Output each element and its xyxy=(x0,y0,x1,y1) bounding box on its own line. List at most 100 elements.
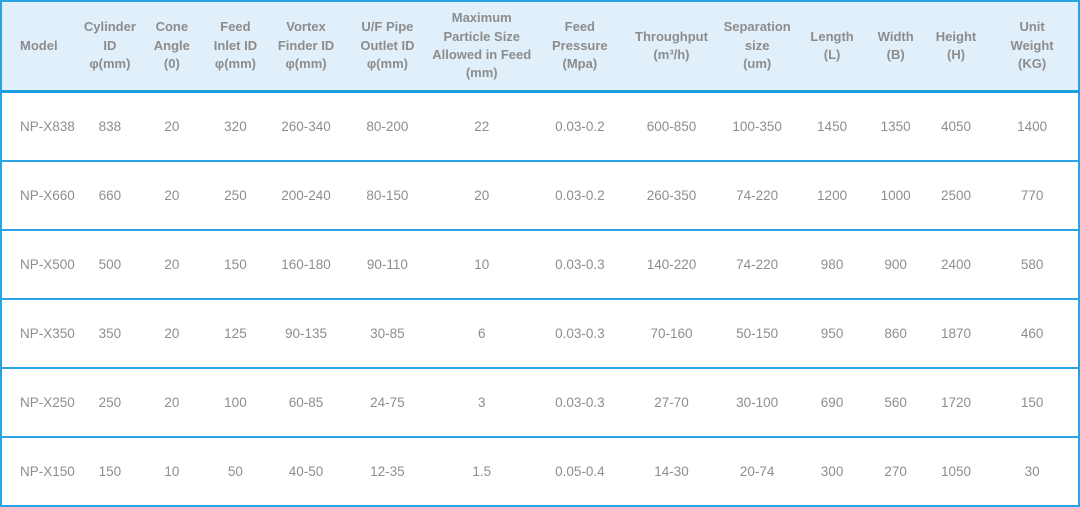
cell-uf-pipe-outlet-id: 30-85 xyxy=(343,298,432,369)
cell-height: 4050 xyxy=(925,91,987,162)
cell-uf-pipe-outlet-id: 24-75 xyxy=(343,367,432,438)
cell-cone-angle: 20 xyxy=(141,229,203,300)
cell-length: 1200 xyxy=(798,161,866,231)
cell-max-particle-size: 3 xyxy=(431,367,533,438)
cell-throughput: 70-160 xyxy=(627,298,716,369)
cell-cone-angle: 20 xyxy=(141,91,203,162)
cell-feed-inlet-id: 50 xyxy=(202,436,269,506)
cell-unit-weight: 770 xyxy=(986,161,1079,231)
cell-uf-pipe-outlet-id: 80-200 xyxy=(343,91,432,162)
cell-cylinder-id: 150 xyxy=(78,436,142,506)
cell-separation-size: 20-74 xyxy=(715,436,799,506)
cell-unit-weight: 460 xyxy=(986,298,1079,369)
cell-feed-inlet-id: 150 xyxy=(202,229,269,300)
cell-width: 900 xyxy=(865,229,926,300)
cell-cone-angle: 20 xyxy=(141,161,203,231)
cell-throughput: 27-70 xyxy=(627,367,716,438)
column-header-feed-pressure: Feed Pressure (Mpa) xyxy=(532,1,628,93)
cell-separation-size: 74-220 xyxy=(715,161,799,231)
cell-throughput: 600-850 xyxy=(627,91,716,162)
cell-vortex-finder-id: 60-85 xyxy=(268,367,344,438)
table-row: NP-X500 500 20 150 160-180 90-110 10 0.0… xyxy=(1,229,1079,300)
table-body: NP-X838 838 20 320 260-340 80-200 22 0.0… xyxy=(1,91,1079,506)
cell-separation-size: 74-220 xyxy=(715,229,799,300)
cell-uf-pipe-outlet-id: 12-35 xyxy=(343,436,432,506)
cell-model: NP-X838 xyxy=(1,91,79,162)
cell-throughput: 260-350 xyxy=(627,161,716,231)
cell-length: 980 xyxy=(798,229,866,300)
cell-unit-weight: 1400 xyxy=(986,91,1079,162)
column-header-vortex-finder-id: Vortex Finder ID φ(mm) xyxy=(268,1,344,93)
cell-height: 1870 xyxy=(925,298,987,369)
cell-vortex-finder-id: 260-340 xyxy=(268,91,344,162)
cell-width: 560 xyxy=(865,367,926,438)
column-header-separation-size: Separation size (um) xyxy=(715,1,799,93)
column-header-length: Length (L) xyxy=(798,1,866,93)
table-row: NP-X350 350 20 125 90-135 30-85 6 0.03-0… xyxy=(1,298,1079,369)
column-header-cylinder-id: Cylinder ID φ(mm) xyxy=(78,1,142,93)
cell-unit-weight: 580 xyxy=(986,229,1079,300)
cell-throughput: 140-220 xyxy=(627,229,716,300)
cell-feed-inlet-id: 125 xyxy=(202,298,269,369)
column-header-feed-inlet-id: Feed Inlet ID φ(mm) xyxy=(202,1,269,93)
cell-feed-pressure: 0.03-0.3 xyxy=(532,229,628,300)
cell-uf-pipe-outlet-id: 90-110 xyxy=(343,229,432,300)
cell-cylinder-id: 838 xyxy=(78,91,142,162)
cell-length: 690 xyxy=(798,367,866,438)
cell-max-particle-size: 6 xyxy=(431,298,533,369)
table-row: NP-X250 250 20 100 60-85 24-75 3 0.03-0.… xyxy=(1,367,1079,438)
cell-feed-inlet-id: 250 xyxy=(202,161,269,231)
cell-vortex-finder-id: 40-50 xyxy=(268,436,344,506)
cell-length: 1450 xyxy=(798,91,866,162)
table-row: NP-X660 660 20 250 200-240 80-150 20 0.0… xyxy=(1,161,1079,231)
column-header-throughput: Throughput (m³/h) xyxy=(627,1,716,93)
cell-separation-size: 30-100 xyxy=(715,367,799,438)
header-row: Model Cylinder ID φ(mm) Cone Angle (0) F… xyxy=(1,1,1079,93)
cell-cylinder-id: 660 xyxy=(78,161,142,231)
cell-model: NP-X250 xyxy=(1,367,79,438)
cell-height: 2400 xyxy=(925,229,987,300)
cell-cone-angle: 10 xyxy=(141,436,203,506)
cell-cone-angle: 20 xyxy=(141,367,203,438)
cell-cone-angle: 20 xyxy=(141,298,203,369)
cell-uf-pipe-outlet-id: 80-150 xyxy=(343,161,432,231)
cell-length: 950 xyxy=(798,298,866,369)
cell-feed-pressure: 0.05-0.4 xyxy=(532,436,628,506)
column-header-width: Width (B) xyxy=(865,1,926,93)
cell-throughput: 14-30 xyxy=(627,436,716,506)
cell-max-particle-size: 1.5 xyxy=(431,436,533,506)
cell-feed-inlet-id: 320 xyxy=(202,91,269,162)
table-header: Model Cylinder ID φ(mm) Cone Angle (0) F… xyxy=(1,1,1079,93)
cell-height: 1050 xyxy=(925,436,987,506)
cell-cylinder-id: 350 xyxy=(78,298,142,369)
cell-feed-pressure: 0.03-0.3 xyxy=(532,298,628,369)
column-header-cone-angle: Cone Angle (0) xyxy=(141,1,203,93)
cell-unit-weight: 30 xyxy=(986,436,1079,506)
column-header-height: Height (H) xyxy=(925,1,987,93)
cell-feed-pressure: 0.03-0.3 xyxy=(532,367,628,438)
cell-cylinder-id: 500 xyxy=(78,229,142,300)
cell-vortex-finder-id: 200-240 xyxy=(268,161,344,231)
table-row: NP-X150 150 10 50 40-50 12-35 1.5 0.05-0… xyxy=(1,436,1079,506)
cell-separation-size: 100-350 xyxy=(715,91,799,162)
cell-unit-weight: 150 xyxy=(986,367,1079,438)
cell-width: 1000 xyxy=(865,161,926,231)
cell-cylinder-id: 250 xyxy=(78,367,142,438)
cell-vortex-finder-id: 160-180 xyxy=(268,229,344,300)
cell-feed-inlet-id: 100 xyxy=(202,367,269,438)
cell-separation-size: 50-150 xyxy=(715,298,799,369)
cell-length: 300 xyxy=(798,436,866,506)
cell-model: NP-X150 xyxy=(1,436,79,506)
cell-feed-pressure: 0.03-0.2 xyxy=(532,91,628,162)
column-header-model: Model xyxy=(1,1,79,93)
cell-width: 270 xyxy=(865,436,926,506)
column-header-uf-pipe-outlet-id: U/F Pipe Outlet ID φ(mm) xyxy=(343,1,432,93)
cell-vortex-finder-id: 90-135 xyxy=(268,298,344,369)
cell-feed-pressure: 0.03-0.2 xyxy=(532,161,628,231)
column-header-max-particle-size: Maximum Particle Size Allowed in Feed (m… xyxy=(431,1,533,93)
cell-model: NP-X350 xyxy=(1,298,79,369)
table-row: NP-X838 838 20 320 260-340 80-200 22 0.0… xyxy=(1,91,1079,162)
cell-height: 1720 xyxy=(925,367,987,438)
